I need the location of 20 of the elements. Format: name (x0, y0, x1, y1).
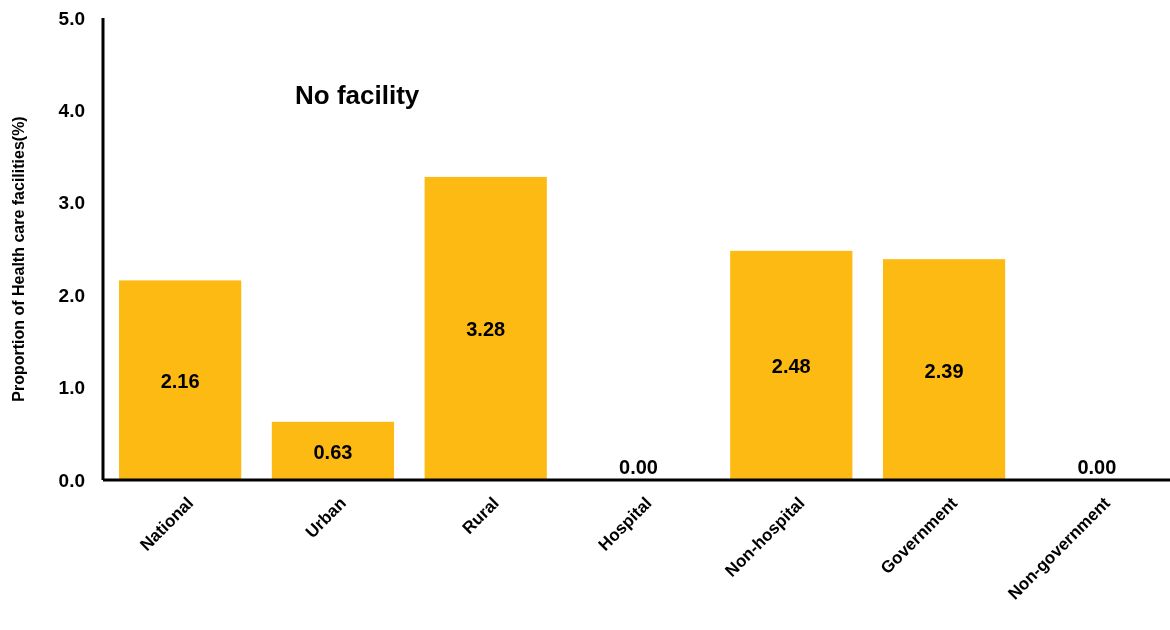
data-label: 2.16 (160, 370, 200, 393)
y-tick-label: 1.0 (58, 377, 85, 399)
y-tick-label: 5.0 (58, 7, 85, 29)
y-tick-label: 2.0 (58, 284, 85, 306)
data-label: 0.00 (619, 456, 658, 478)
data-label: 0.00 (1077, 456, 1117, 478)
bar (424, 176, 547, 480)
data-label: 3.28 (466, 318, 506, 341)
data-label: 2.39 (924, 359, 964, 382)
text: No facility (295, 80, 420, 110)
y-tick-label: 0.0 (58, 469, 85, 491)
y-tick-label: 4.0 (58, 100, 85, 122)
bar (882, 259, 1006, 480)
data-label: 0.63 (313, 440, 353, 463)
y-axis-title: Proportion of Health care facilities(%) (10, 116, 27, 402)
bar (730, 250, 853, 480)
data-label: 2.48 (771, 355, 811, 378)
bar (119, 280, 242, 480)
y-tick-label: 3.0 (58, 192, 85, 214)
bar (271, 421, 395, 480)
